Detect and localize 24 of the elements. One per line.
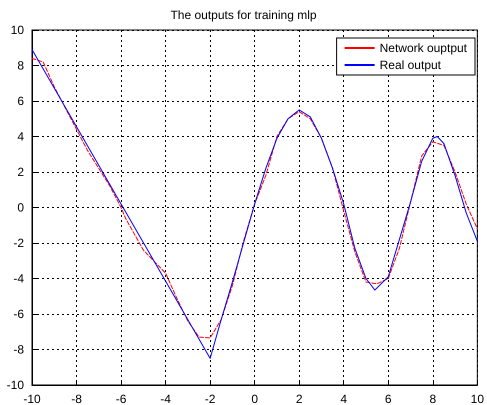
x-tick-label: -8 xyxy=(71,392,82,405)
chart-title: The outputs for training mlp xyxy=(170,8,317,22)
x-tick-label: -6 xyxy=(116,392,127,405)
y-tick-label: 2 xyxy=(17,165,24,179)
x-tick-label: 6 xyxy=(384,392,392,405)
y-tick-label: 0 xyxy=(17,200,24,214)
x-tick-label: 10 xyxy=(470,392,484,405)
x-tick-label: -4 xyxy=(160,392,172,405)
y-tick-label: -6 xyxy=(13,307,24,321)
x-tick-label: 8 xyxy=(429,392,436,405)
y-tick-label: 10 xyxy=(10,23,24,37)
y-tick-label: 6 xyxy=(17,94,24,108)
x-tick-label: 0 xyxy=(251,392,258,405)
x-tick-label: 2 xyxy=(296,392,303,405)
y-tick-label: -8 xyxy=(13,342,24,356)
y-tick-label: -10 xyxy=(6,378,24,392)
y-tick-label: 8 xyxy=(17,58,24,72)
y-tick-label: -2 xyxy=(13,236,24,250)
legend-label: Network ouptput xyxy=(380,41,468,55)
y-tick-label: 4 xyxy=(17,130,24,144)
x-tick-label: 4 xyxy=(340,392,348,405)
legend-label: Real output xyxy=(380,58,442,72)
x-tick-label: -2 xyxy=(204,392,216,405)
y-tick-label: -4 xyxy=(13,272,24,286)
